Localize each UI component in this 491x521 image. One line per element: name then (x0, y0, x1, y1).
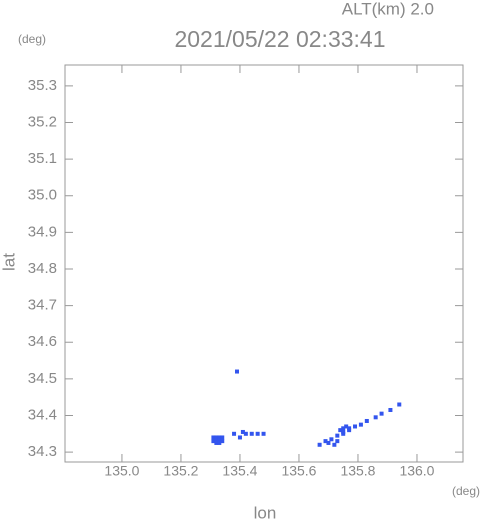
point (341, 426, 346, 431)
point (211, 435, 216, 440)
y-tick-label: 35.3 (28, 77, 57, 94)
altitude-label: ALT(km) 2.0 (342, 0, 434, 18)
point (373, 415, 378, 420)
x-tick-label: 135.8 (340, 463, 375, 479)
point (217, 440, 222, 445)
y-axis-label: lat (0, 253, 18, 271)
point (235, 369, 240, 374)
point (326, 440, 331, 445)
point (232, 431, 237, 436)
y-tick-label: 34.3 (28, 443, 57, 460)
point (344, 424, 349, 429)
point (240, 429, 245, 434)
point (220, 435, 225, 440)
point (243, 431, 248, 436)
y-tick-label: 35.0 (28, 187, 57, 204)
y-tick-label: 34.5 (28, 370, 57, 387)
y-tick-label: 34.6 (28, 333, 57, 350)
point (358, 422, 363, 427)
y-tick-label: 35.2 (28, 113, 57, 130)
plot-frame (64, 64, 464, 463)
point (214, 435, 219, 440)
point (353, 424, 358, 429)
point (347, 426, 352, 431)
x-axis-label: lon (254, 503, 277, 521)
y-tick-label: 34.4 (28, 406, 57, 423)
y-tick-label: 34.9 (28, 223, 57, 240)
point (323, 439, 328, 444)
x-tick-label: 135.2 (163, 463, 198, 479)
point (317, 442, 322, 447)
x-tick-label: 135.4 (222, 463, 257, 479)
point (217, 435, 222, 440)
point (255, 431, 260, 436)
y-tick-label: 34.7 (28, 297, 57, 314)
point (211, 439, 216, 444)
point (220, 439, 225, 444)
y-tick-label: 34.8 (28, 260, 57, 277)
point (237, 435, 242, 440)
x-tick-label: 135.6 (281, 463, 316, 479)
chart-title: 2021/05/22 02:33:41 (174, 26, 385, 52)
point (249, 431, 254, 436)
x-tick-label: 136.0 (399, 463, 434, 479)
x-tick-label: 135.0 (104, 463, 139, 479)
point (338, 428, 343, 433)
point (329, 437, 334, 442)
point (388, 407, 393, 412)
y-tick-label: 35.1 (28, 150, 57, 167)
x-unit: (deg) (452, 484, 480, 498)
point (332, 442, 337, 447)
point (335, 433, 340, 438)
point (214, 440, 219, 445)
point (341, 429, 346, 434)
point (379, 411, 384, 416)
point (261, 431, 266, 436)
point (397, 402, 402, 407)
y-unit: (deg) (18, 32, 46, 46)
point (364, 418, 369, 423)
point (335, 439, 340, 444)
